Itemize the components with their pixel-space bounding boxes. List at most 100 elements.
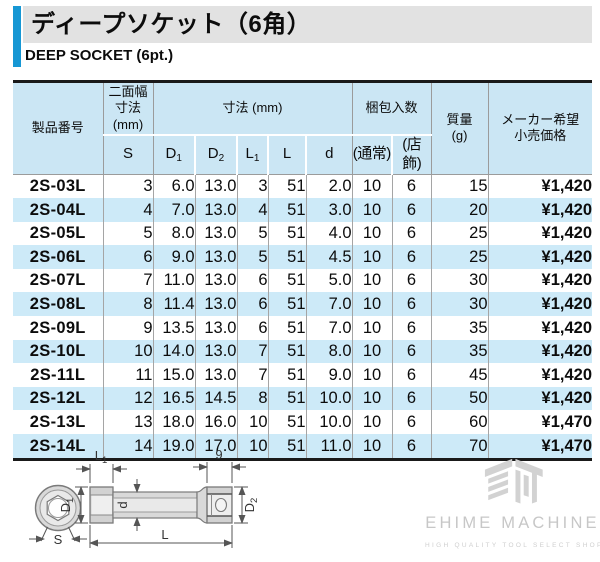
cell-product-number: 2S-10L [29, 342, 86, 361]
cell-d1: 15.0 [152, 363, 195, 387]
cell-l: 51 [267, 410, 306, 435]
cell-s: 4 [102, 198, 153, 222]
table-row: 2S-12L 12 16.5 14.5 8 51 10.0 10 6 50 ¥1… [13, 386, 593, 411]
cell-d1: 7.0 [152, 198, 195, 222]
cell-l: 51 [267, 245, 306, 269]
cell-weight: 20 [430, 198, 489, 222]
cell-product-number: 2S-12L [29, 389, 86, 408]
cell-d2: 16.0 [194, 410, 237, 435]
table-row: 2S-13L 13 18.0 16.0 10 51 10.0 10 6 60 ¥… [13, 410, 593, 435]
cell-price: ¥1,470 [487, 410, 593, 435]
cell-d1: 6.0 [152, 173, 195, 199]
cell-l: 51 [267, 386, 306, 411]
cell-d: 8.0 [305, 339, 352, 364]
cell-d: 10.0 [305, 386, 352, 411]
cell-l: 51 [267, 198, 306, 222]
dim-s [29, 526, 87, 543]
cell-s: 3 [102, 173, 153, 199]
spec-table: 製品番号 二面幅 寸法 (mm) 寸法 (mm) 梱包入数 質量 (g) メーカ… [13, 80, 593, 461]
dim-label-d: d [115, 501, 130, 508]
cell-l1: 6 [236, 292, 268, 317]
cell-l1: 5 [236, 221, 268, 246]
dim-label-d2: D2 [242, 498, 260, 513]
cell-d1: 16.5 [152, 386, 195, 411]
cell-pack-normal: 10 [351, 386, 392, 411]
cell-pack-normal: 10 [351, 363, 392, 387]
dim-l1 [76, 464, 127, 483]
cell-price: ¥1,420 [487, 245, 593, 269]
col-header-l1: L1 [236, 134, 268, 174]
cell-d: 5.0 [305, 268, 352, 293]
cell-product-number: 2S-05L [29, 224, 86, 243]
cell-price: ¥1,420 [487, 292, 593, 317]
cell-pack-display: 6 [391, 198, 432, 222]
cell-pack-display: 6 [391, 292, 432, 317]
col-header-width-across-flats: 二面幅 寸法 (mm) [102, 81, 153, 135]
cell-s: 13 [102, 410, 153, 435]
dim-label-l1: L1 [95, 448, 108, 466]
cell-d1: 8.0 [152, 221, 195, 246]
cell-s: 12 [102, 386, 153, 411]
cell-price: ¥1,420 [487, 173, 593, 199]
cell-pack-normal: 10 [351, 268, 392, 293]
cell-d1: 11.4 [152, 292, 195, 317]
cell-weight: 15 [430, 173, 489, 199]
table-row: 2S-11L 11 15.0 13.0 7 51 9.0 10 6 45 ¥1,… [13, 363, 593, 387]
cell-l1: 3 [236, 173, 268, 199]
socket-dimension-diagram: S L1 9 D1 [29, 448, 260, 548]
col-header-d1: D1 [152, 134, 195, 174]
logo-name-text: EHIME MACHINE [425, 514, 600, 532]
cell-s: 9 [102, 316, 153, 340]
cell-product-number: 2S-03L [13, 173, 103, 199]
cell-s: 14 [102, 434, 153, 460]
cell-pack-normal: 10 [351, 221, 392, 246]
cell-price: ¥1,470 [487, 434, 593, 460]
cell-product-number: 2S-11L [30, 365, 86, 384]
cell-d: 3.0 [305, 198, 352, 222]
cell-weight: 35 [430, 316, 489, 340]
cell-weight: 25 [430, 221, 489, 246]
cell-d1: 19.0 [152, 434, 195, 460]
cell-weight: 45 [430, 363, 489, 387]
table-row: 2S-14L 14 19.0 17.0 10 51 11.0 10 6 70 ¥… [13, 434, 593, 460]
cell-d2: 17.0 [194, 434, 237, 460]
cell-l: 51 [267, 292, 306, 317]
cell-d2: 13.0 [194, 292, 237, 317]
cell-price: ¥1,420 [487, 363, 593, 387]
cell-d2: 14.5 [194, 386, 237, 411]
cell-price: ¥1,420 [487, 339, 593, 364]
cell-weight: 25 [430, 245, 489, 269]
cell-d2: 13.0 [194, 316, 237, 340]
socket-front-view [34, 484, 82, 532]
col-header-dimensions-group: 寸法 (mm) [152, 81, 352, 135]
cell-l: 51 [267, 173, 306, 199]
dim-label-nine: 9 [215, 448, 222, 462]
cell-l1: 8 [236, 386, 268, 411]
cell-weight: 60 [430, 410, 489, 435]
cell-d2: 13.0 [194, 221, 237, 246]
cell-product-number: 2S-04L [29, 200, 86, 219]
cell-weight: 30 [430, 268, 489, 293]
logo-tagline-text: HIGH QUALITY TOOL SELECT SHOP [425, 542, 600, 549]
dim-label-d1: D1 [58, 498, 76, 513]
cell-d: 7.0 [305, 292, 352, 317]
cell-l: 51 [267, 221, 306, 246]
cell-product-number: 2S-09L [29, 318, 86, 337]
cell-price: ¥1,420 [487, 316, 593, 340]
cell-price: ¥1,420 [487, 198, 593, 222]
spec-table-body: 2S-03L 3 6.0 13.0 3 51 2.0 10 6 15 ¥1,42… [13, 173, 593, 460]
cell-d1: 9.0 [152, 245, 195, 269]
cell-product-number: 2S-08L [29, 295, 86, 314]
cell-l1: 7 [236, 363, 268, 387]
cell-d2: 13.0 [194, 268, 237, 293]
cell-pack-display: 6 [391, 268, 432, 293]
dim-label-s: S [54, 532, 63, 547]
cell-pack-display: 6 [391, 316, 432, 340]
col-header-weight: 質量 (g) [430, 81, 489, 174]
table-row: 2S-05L 5 8.0 13.0 5 51 4.0 10 6 25 ¥1,42… [13, 221, 593, 246]
cell-price: ¥1,420 [487, 268, 593, 293]
cell-l: 51 [267, 363, 306, 387]
cell-product-number: 2S-14L [29, 436, 86, 455]
col-header-pack-quantity-group: 梱包入数 [351, 81, 432, 135]
cell-l: 51 [267, 316, 306, 340]
